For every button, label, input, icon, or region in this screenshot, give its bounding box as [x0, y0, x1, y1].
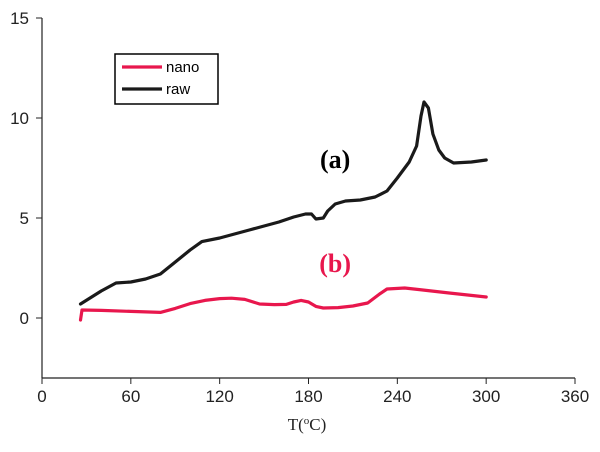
x-tick-label: 60 — [121, 387, 140, 406]
legend-label-raw: raw — [166, 81, 190, 98]
annotations: (a) (b) — [319, 145, 351, 278]
x-tick-label: 120 — [205, 387, 233, 406]
x-tick-label: 300 — [472, 387, 500, 406]
annotation-label: (b) — [319, 249, 351, 278]
x-tick-label: 360 — [561, 387, 589, 406]
legend-label-nano: nano — [166, 59, 199, 76]
series-line-nano — [78, 286, 488, 322]
series-line-raw — [78, 100, 488, 306]
x-tick-label: 240 — [383, 387, 411, 406]
x-tick-label: 180 — [294, 387, 322, 406]
axis-ticks: 0 60 120 180 240 300 360 0 5 10 15 — [10, 9, 589, 406]
x-tick-label: 0 — [37, 387, 46, 406]
y-tick-label: 10 — [10, 109, 29, 128]
legend-box — [114, 53, 219, 105]
y-tick-label: 0 — [20, 309, 29, 328]
x-axis-title: T(oC) — [288, 415, 327, 434]
series-lines — [78, 100, 488, 322]
annotation-label: (a) — [320, 145, 350, 174]
y-tick-label: 5 — [20, 209, 29, 228]
y-tick-label: 15 — [10, 9, 29, 28]
legend: nano raw — [114, 53, 219, 105]
